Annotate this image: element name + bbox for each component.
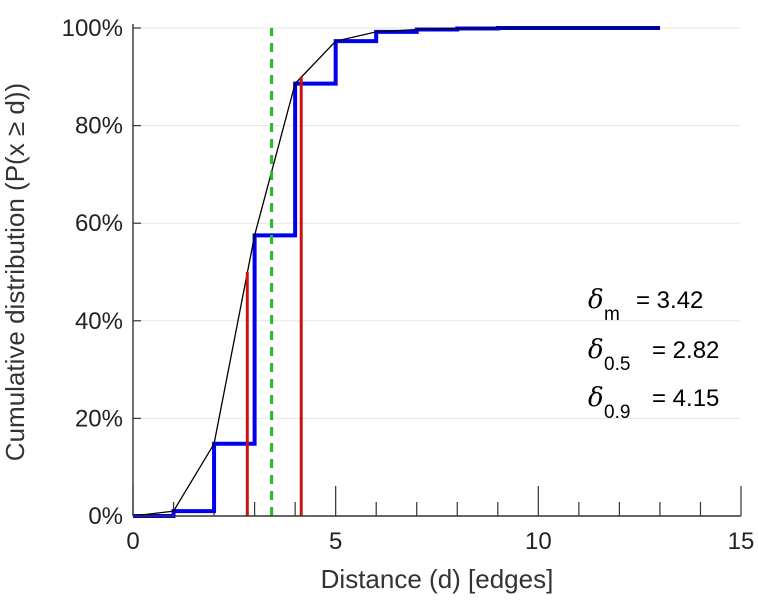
axes xyxy=(132,24,741,517)
marker-lines xyxy=(245,28,303,516)
annotation-symbol: δ xyxy=(588,335,604,365)
y-tick-label: 40% xyxy=(75,308,123,335)
annotation-value: = 2.82 xyxy=(652,337,719,364)
annotation-subscript: m xyxy=(604,304,620,325)
x-axis-label: Distance (d) [edges] xyxy=(321,564,554,594)
annotation-symbol: δ xyxy=(588,383,604,413)
y-ticks: 0% 20% 40% 60% 80% 100% xyxy=(62,15,141,530)
series-layer xyxy=(132,26,660,518)
x-tick-label: 0 xyxy=(126,528,139,555)
y-axis-label: Cumulative distribution (P(x ≥ d)) xyxy=(0,83,30,461)
annotations: δ m= 3.42δ 0.5= 2.82δ 0.9= 4.15 xyxy=(588,285,719,423)
x-tick-label: 10 xyxy=(525,528,552,555)
y-tick-label: 20% xyxy=(75,405,123,432)
x-tick-label: 15 xyxy=(728,528,755,555)
y-tick-label: 100% xyxy=(62,15,123,42)
annotation-value: = 3.42 xyxy=(636,287,703,314)
y-tick-label: 0% xyxy=(88,503,123,530)
annotation-subscript: 0.5 xyxy=(604,354,630,375)
step-series xyxy=(133,26,660,518)
x-ticks: 0 5 10 15 xyxy=(126,486,754,555)
x-tick-label: 5 xyxy=(329,528,342,555)
annotation-symbol: δ xyxy=(588,285,604,315)
y-tick-label: 60% xyxy=(75,210,123,237)
y-tick-label: 80% xyxy=(75,113,123,140)
grid-lines xyxy=(133,27,741,419)
annotation-subscript: 0.9 xyxy=(604,402,630,423)
annotation-value: = 4.15 xyxy=(652,385,719,412)
line-series xyxy=(132,27,660,517)
